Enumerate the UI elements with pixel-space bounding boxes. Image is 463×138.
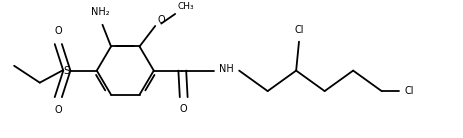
Text: O: O bbox=[157, 15, 165, 25]
Text: O: O bbox=[54, 26, 62, 36]
Text: O: O bbox=[180, 104, 187, 114]
Text: Cl: Cl bbox=[403, 86, 413, 96]
Text: NH₂: NH₂ bbox=[91, 7, 109, 17]
Text: Cl: Cl bbox=[294, 25, 303, 35]
Text: O: O bbox=[54, 105, 62, 115]
Text: CH₃: CH₃ bbox=[177, 2, 194, 11]
Text: NH: NH bbox=[219, 64, 233, 74]
Text: S: S bbox=[63, 66, 70, 76]
